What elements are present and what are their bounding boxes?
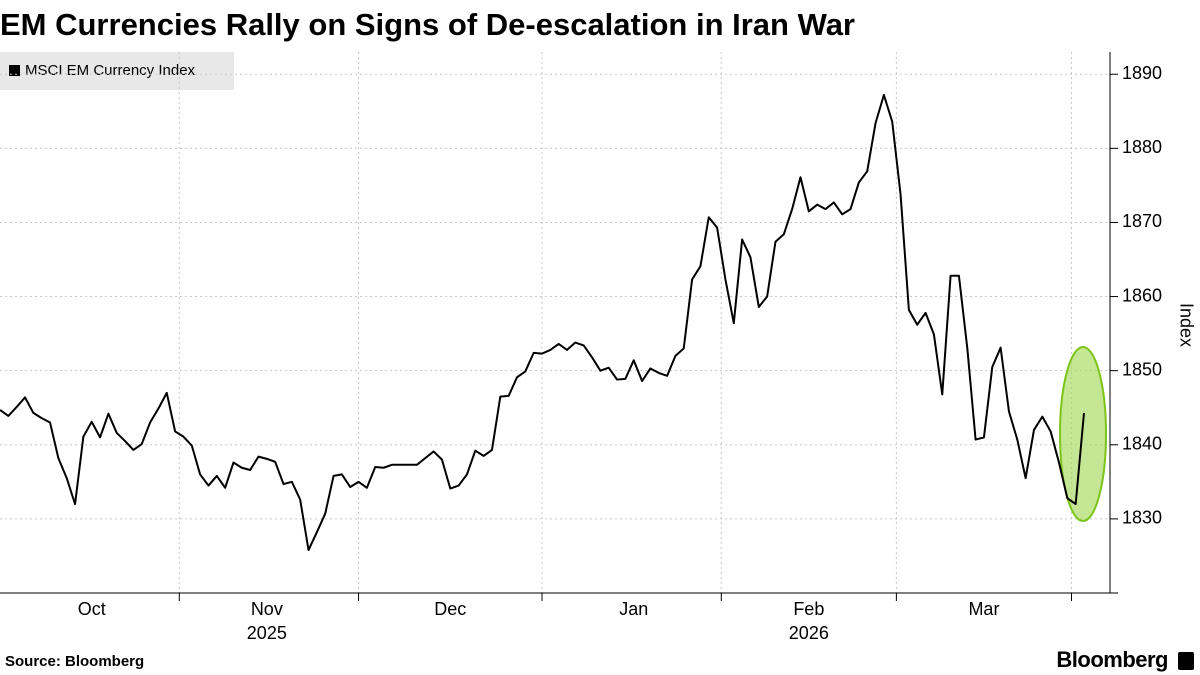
y-tick-label: 1840 <box>1122 434 1162 454</box>
grid <box>0 52 1110 593</box>
y-axis-title: Index <box>1176 303 1196 347</box>
y-tick-label: 1850 <box>1122 359 1162 379</box>
y-tick-label: 1870 <box>1122 211 1162 231</box>
x-tick-label: Feb <box>793 599 824 619</box>
x-tick-label: Jan <box>619 599 648 619</box>
x-year-label: 2025 <box>247 623 287 643</box>
legend-swatch <box>9 65 20 76</box>
y-tick-label: 1830 <box>1122 508 1162 528</box>
x-tick-label: Oct <box>78 599 106 619</box>
legend-label: MSCI EM Currency Index <box>25 62 196 79</box>
y-tick-label: 1860 <box>1122 285 1162 305</box>
x-tick-label: Mar <box>968 599 999 619</box>
x-year-label: 2026 <box>789 623 829 643</box>
legend-background <box>0 52 234 90</box>
logo: Bloomberg <box>1056 647 1168 672</box>
x-tick-label: Nov <box>251 599 283 619</box>
y-tick-label: 1890 <box>1122 63 1162 83</box>
logo-icon <box>1178 652 1194 670</box>
y-tick-label: 1880 <box>1122 137 1162 157</box>
source: Source: Bloomberg <box>5 653 144 670</box>
chart-title: EM Currencies Rally on Signs of De-escal… <box>0 7 855 42</box>
legend: MSCI EM Currency Index <box>0 52 234 90</box>
x-tick-label: Dec <box>434 599 466 619</box>
line <box>0 93 1085 552</box>
